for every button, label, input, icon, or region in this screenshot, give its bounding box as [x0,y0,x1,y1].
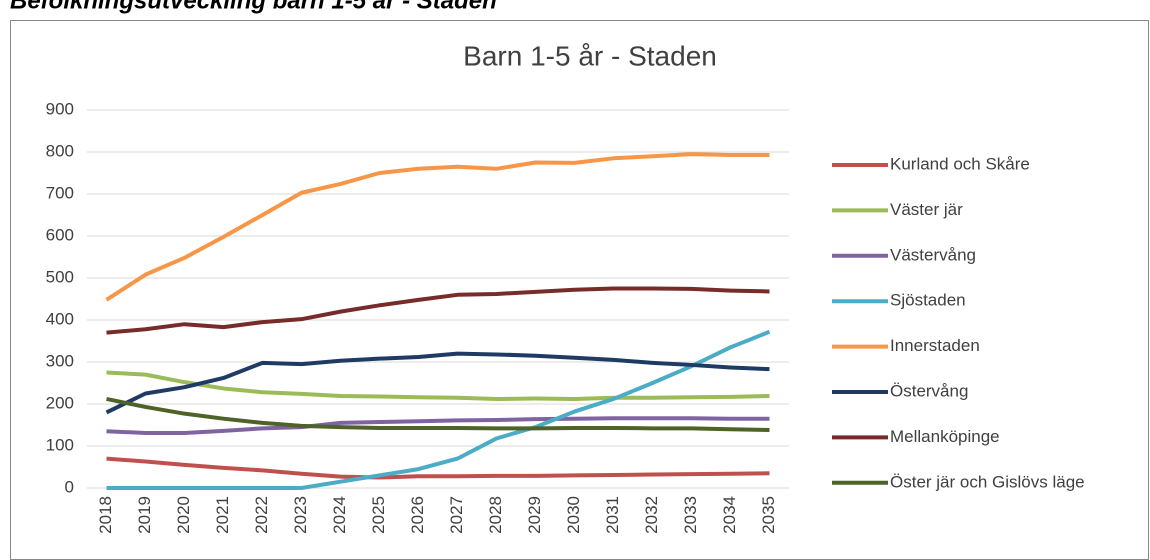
y-tick-label: 900 [46,99,74,118]
y-tick-label: 700 [46,183,74,202]
legend-label: Innerstaden [890,336,980,355]
y-tick-label: 100 [46,435,74,454]
y-tick-label: 500 [46,267,74,286]
x-tick-label: 2034 [720,496,739,534]
y-tick-label: 800 [46,141,74,160]
legend-label: Väster jär [890,200,963,219]
chart-title: Barn 1-5 år - Staden [463,40,717,71]
series-line [105,152,770,302]
y-tick-label: 200 [46,393,74,412]
x-tick-label: 2027 [447,496,466,534]
legend-label: Sjöstaden [890,291,966,310]
legend-label: Öster jär och Gislövs läge [890,472,1085,491]
y-tick-label: 300 [46,351,74,370]
x-tick-label: 2019 [135,496,154,534]
y-tick-label: 400 [46,309,74,328]
x-tick-label: 2018 [96,496,115,534]
x-tick-label: 2025 [369,496,388,534]
series-line [106,370,770,401]
legend-label: Kurland och Skåre [890,154,1030,173]
legend-label: Mellanköpinge [890,427,1000,446]
y-tick-label: 600 [46,225,74,244]
x-tick-label: 2026 [408,496,427,534]
x-tick-label: 2033 [681,496,700,534]
series-line [106,329,771,490]
x-tick-label: 2023 [291,496,310,534]
series-line [106,397,770,433]
x-tick-label: 2028 [486,496,505,534]
x-tick-label: 2031 [603,496,622,534]
x-tick-label: 2032 [642,496,661,534]
x-tick-label: 2021 [213,496,232,534]
x-tick-label: 2035 [759,496,778,534]
legend-label: Västervång [890,245,976,264]
page-heading: Befolkningsutveckling barn 1-5 år - Stad… [10,0,497,14]
series-line [106,416,770,435]
series-line [105,351,770,415]
legend-label: Östervång [890,381,968,400]
x-tick-label: 2024 [330,496,349,534]
series-line [106,456,770,480]
x-tick-label: 2029 [525,496,544,534]
y-tick-label: 0 [65,477,74,496]
series-line [106,286,770,335]
x-tick-label: 2020 [174,496,193,534]
x-tick-label: 2022 [252,496,271,534]
x-tick-label: 2030 [564,496,583,534]
